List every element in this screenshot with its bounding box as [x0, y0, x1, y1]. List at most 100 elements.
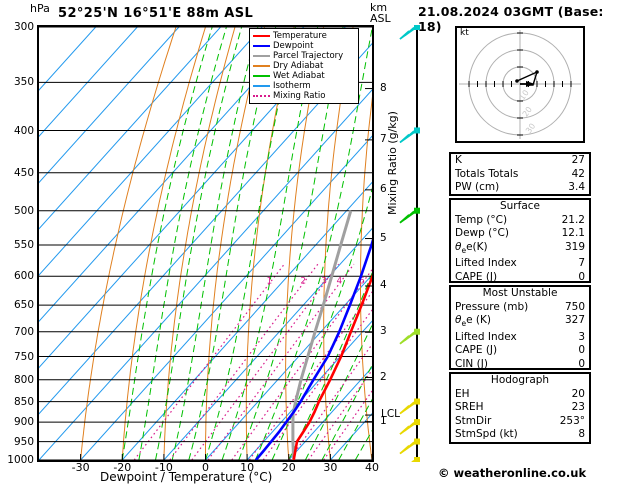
index-value: 27: [571, 154, 585, 166]
pressure-tick-700: 700: [13, 325, 34, 338]
index-label: θee (K): [455, 314, 491, 329]
surface-panel-title: Surface: [499, 200, 540, 212]
svg-text:2: 2: [300, 276, 306, 286]
legend-label: Mixing Ratio: [273, 90, 326, 101]
index-label: EH: [455, 387, 470, 400]
most-unstable-row: CIN (J) 0: [451, 358, 589, 372]
legend-label: Temperature: [273, 30, 327, 41]
pressure-tick-950: 950: [13, 435, 34, 448]
x-tick--20: -20: [113, 461, 132, 474]
pressure-tick-600: 600: [13, 270, 34, 283]
wind-barb: [411, 457, 420, 462]
height-unit-label: km ASL: [370, 2, 391, 24]
pressure-tick-400: 400: [13, 124, 34, 137]
height-tick-1: 1: [380, 414, 387, 427]
x-tick-40: 40: [365, 461, 379, 474]
wind-barb: [399, 398, 420, 415]
chart-legend: Temperature Dewpoint Parcel Trajectory Dry …: [249, 28, 359, 104]
x-axis-title: Dewpoint / Temperature (°C): [100, 470, 273, 484]
hodograph-row: SREH 23: [451, 401, 589, 415]
page-title: 52°25'N 16°51'E 88m ASL: [58, 6, 254, 21]
legend-label: Isotherm: [273, 80, 311, 91]
pressure-tick-800: 800: [13, 373, 34, 386]
most-unstable-row: θee (K) 327: [451, 314, 589, 331]
index-value: 23: [571, 401, 585, 413]
legend-item-0: Temperature: [253, 31, 355, 41]
height-tick-5: 5: [380, 231, 387, 244]
legend-swatch-icon: [253, 65, 270, 67]
x-tick-0: 0: [202, 461, 209, 474]
x-tick--10: -10: [154, 461, 173, 474]
hodograph-row: EH 20: [451, 388, 589, 402]
surface-row: CAPE (J) 0: [451, 271, 589, 285]
legend-item-6: Mixing Ratio: [253, 91, 355, 101]
legend-label: Wet Adiabat: [273, 70, 325, 81]
hodograph-row: StmSpd (kt) 8: [451, 428, 589, 442]
legend-swatch-icon: [253, 95, 270, 97]
svg-text:3: 3: [321, 276, 327, 286]
legend-item-4: Wet Adiabat: [253, 71, 355, 81]
index-value: 21.2: [561, 213, 585, 226]
index-label: θee(K): [455, 240, 488, 255]
hodograph-stats-panel: Hodograph EH 20 SREH 23 StmDir 253° StmSpd (kt)…: [449, 372, 591, 444]
datetime-label: 21.08.2024 03GMT (Base: 18): [418, 4, 604, 34]
surface-row: Dewp (°C) 12.1: [451, 227, 589, 241]
x-tick-10: 10: [240, 461, 255, 474]
legend-item-2: Parcel Trajectory: [253, 51, 355, 61]
legend-swatch-icon: [253, 75, 270, 77]
index-value: 3.4: [568, 181, 585, 193]
index-value: 0: [578, 344, 585, 357]
legend-item-1: Dewpoint: [253, 41, 355, 51]
wind-barb: [399, 438, 420, 455]
most-unstable-row: CAPE (J) 0: [451, 344, 589, 358]
index-value: 12.1: [561, 227, 585, 239]
legend-label: Parcel Trajectory: [273, 50, 344, 61]
most-unstable-panel: Most Unstable Pressure (mb) 750 θee (K) 327 L…: [449, 285, 591, 370]
pressure-unit-label: hPa: [30, 2, 50, 15]
hodograph-unit-label: kt: [460, 28, 469, 38]
height-tick-2: 2: [380, 370, 387, 383]
index-label: StmSpd (kt): [455, 428, 518, 440]
stability-row: Totals Totals 42: [451, 168, 589, 182]
legend-label: Dry Adiabat: [273, 60, 324, 71]
svg-text:6: 6: [359, 276, 365, 286]
x-tick--30: -30: [71, 461, 90, 474]
wind-barb: [399, 127, 420, 144]
index-value: 42: [571, 167, 585, 180]
pressure-tick-650: 650: [13, 299, 34, 312]
legend-label: Dewpoint: [273, 40, 314, 51]
x-tick-30: 30: [323, 461, 338, 474]
wind-barb: [399, 207, 420, 224]
pressure-tick-900: 900: [13, 416, 34, 429]
most-unstable-row: Lifted Index 3: [451, 331, 589, 345]
index-value: 20: [571, 387, 585, 400]
x-tick-20: 20: [281, 461, 296, 474]
pressure-tick-450: 450: [13, 166, 34, 179]
index-label: StmDir: [455, 414, 492, 427]
index-value: 750: [564, 300, 585, 313]
legend-swatch-icon: [253, 35, 270, 37]
index-value: 253°: [559, 414, 585, 427]
height-tick-4: 4: [380, 279, 387, 291]
most-unstable-panel-title: Most Unstable: [482, 287, 558, 299]
index-label: Lifted Index: [455, 330, 517, 343]
pressure-tick-300: 300: [13, 21, 34, 33]
svg-text:1: 1: [267, 276, 273, 286]
index-value: 0: [578, 357, 585, 370]
legend-swatch-icon: [253, 85, 270, 87]
index-value: 319: [564, 240, 585, 253]
height-tick-6: 6: [380, 182, 387, 195]
lcl-label: LCL: [381, 408, 401, 421]
legend-swatch-icon: [253, 45, 270, 47]
height-unit-line1: km: [370, 1, 388, 14]
index-label: Temp (°C): [455, 213, 508, 226]
legend-item-3: Dry Adiabat: [253, 61, 355, 71]
pressure-tick-1000: 1000: [7, 454, 34, 466]
index-value: 0: [578, 270, 585, 283]
wind-barb: [399, 25, 420, 40]
index-value: 3: [578, 330, 585, 343]
pressure-tick-500: 500: [13, 204, 34, 217]
